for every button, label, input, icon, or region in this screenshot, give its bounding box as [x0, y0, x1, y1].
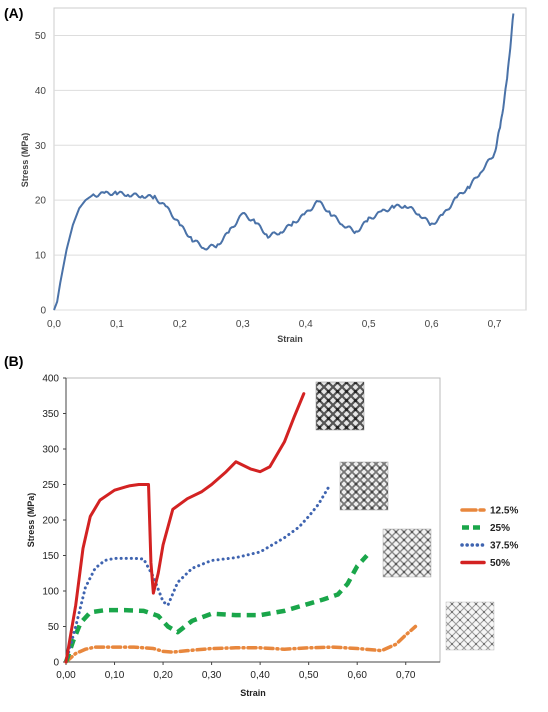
- panel-a-gridlines: [54, 34, 526, 311]
- panel-a: (A) 0 10 20 30 40 50 0,0 0,1 0,2 0,3 0,4 0,5 0,6 0,7…: [4, 5, 527, 344]
- panel-b-axes: [65, 378, 440, 663]
- legend-label: 50%: [490, 558, 510, 569]
- panel-b-legend: 12.5% 25% 37.5% 50%: [460, 506, 518, 569]
- panel-a-y-tick-label: 50: [35, 31, 47, 42]
- panel-b-x-tick-label: 0,30: [202, 670, 222, 681]
- panel-a-y-tick-label: 30: [35, 141, 47, 152]
- panel-b-y-tick-label: 350: [42, 409, 59, 420]
- lattice-37-5-image: [339, 461, 389, 511]
- panel-a-x-tick-label: 0,1: [110, 319, 124, 330]
- panel-b-series-line-0: [64, 624, 418, 664]
- panel-a-y-axis-label: Stress (MPa): [20, 133, 30, 188]
- panel-b-x-tick-label: 0,40: [250, 670, 270, 681]
- panel-b-y-ticks: 0 50 100 150 200 250 300 350 400: [42, 374, 66, 669]
- panel-b-label: (B): [4, 353, 23, 369]
- panel-a-x-tick-label: 0,4: [299, 319, 313, 330]
- panel-b-x-tick-label: 0,00: [56, 670, 76, 681]
- panel-a-y-tick-label: 0: [40, 306, 46, 317]
- panel-b-x-tick-label: 0,60: [347, 670, 367, 681]
- panel-b-y-tick-label: 250: [42, 480, 59, 491]
- panel-b-x-axis-label: Strain: [240, 688, 266, 698]
- panel-b-x-tick-label: 0,10: [105, 670, 125, 681]
- panel-b-plot-frame: [65, 377, 441, 663]
- panel-b: (B) 0 50 100 150 200 250 300 350 400 0,00 0,10 0,2…: [4, 353, 518, 698]
- panel-b-y-tick-label: 300: [42, 445, 59, 456]
- panel-a-x-ticks: 0,0 0,1 0,2 0,3 0,4 0,5 0,6 0,7: [47, 319, 502, 330]
- panel-b-y-tick-label: 150: [42, 551, 59, 562]
- panel-b-series-line-1: [63, 553, 369, 663]
- lattice-50-image: [315, 381, 365, 431]
- panel-a-series-line: [53, 13, 515, 311]
- panel-b-x-ticks: 0,00 0,10 0,20 0,30 0,40 0,50 0,60 0,70: [56, 662, 416, 681]
- panel-a-x-tick-label: 0,2: [173, 319, 187, 330]
- panel-a-x-tick-label: 0,3: [236, 319, 250, 330]
- panel-b-y-tick-label: 400: [42, 374, 59, 385]
- panel-a-x-axis-label: Strain: [277, 334, 303, 344]
- panel-b-series-line-3: [64, 392, 306, 664]
- panel-a-y-tick-label: 20: [35, 196, 47, 207]
- panel-a-x-tick-label: 0,5: [362, 319, 376, 330]
- panel-a-series: [53, 13, 515, 311]
- panel-a-x-tick-label: 0,6: [425, 319, 439, 330]
- panel-a-plot-frame: [53, 7, 527, 311]
- panel-b-x-tick-label: 0,50: [299, 670, 319, 681]
- panel-a-y-ticks: 0 10 20 30 40 50: [35, 31, 47, 317]
- panel-b-series-line-2: [64, 486, 330, 664]
- panel-b-x-tick-label: 0,20: [153, 670, 173, 681]
- legend-label: 25%: [490, 523, 510, 534]
- panel-a-y-tick-label: 10: [35, 251, 47, 262]
- lattice-12-5-image: [445, 601, 495, 651]
- panel-b-y-tick-label: 200: [42, 516, 59, 527]
- panel-b-y-tick-label: 0: [53, 658, 59, 669]
- panel-b-y-tick-label: 50: [48, 622, 60, 633]
- legend-label: 12.5%: [490, 506, 518, 517]
- panel-a-label: (A): [4, 5, 23, 21]
- panel-a-x-tick-label: 0,7: [488, 319, 502, 330]
- panel-b-series: [63, 392, 418, 664]
- lattice-25-image: [382, 528, 432, 578]
- panel-a-y-tick-label: 40: [35, 86, 47, 97]
- panel-b-y-tick-label: 100: [42, 587, 59, 598]
- panel-b-x-tick-label: 0,70: [396, 670, 416, 681]
- legend-label: 37.5%: [490, 541, 518, 552]
- panel-b-y-axis-label: Stress (MPa): [26, 493, 36, 548]
- panel-a-x-tick-label: 0,0: [47, 319, 61, 330]
